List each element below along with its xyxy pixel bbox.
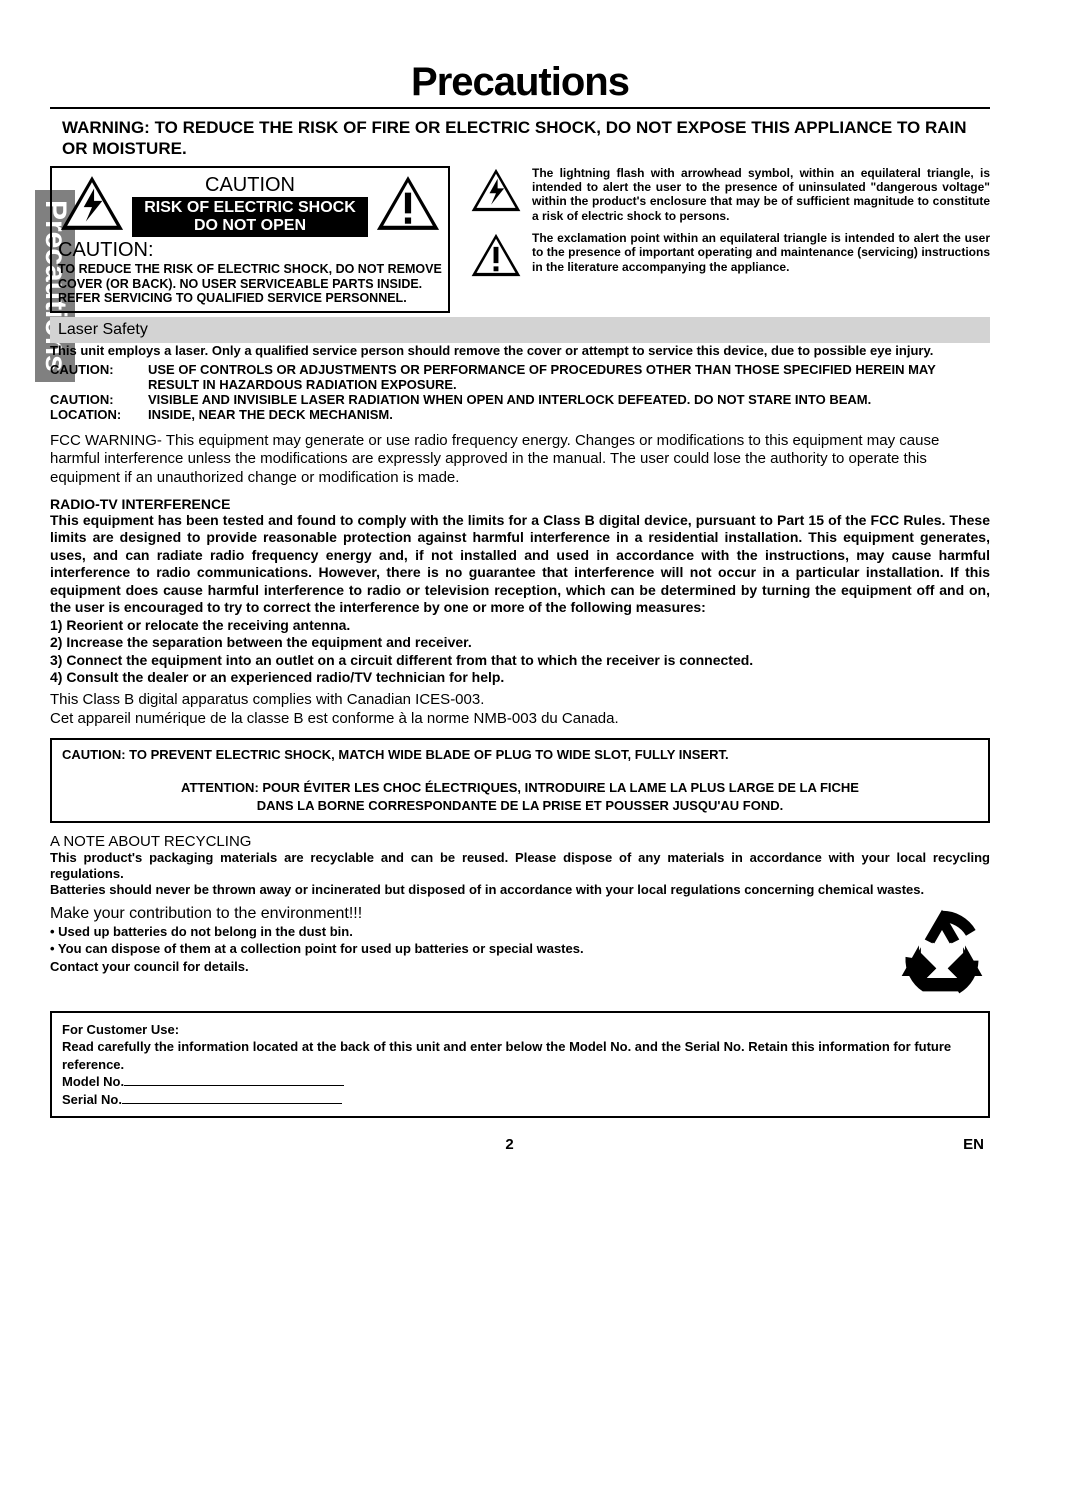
- plug-line: CAUTION: TO PREVENT ELECTRIC SHOCK, MATC…: [62, 746, 978, 764]
- env-bullet: Contact your council for details.: [50, 958, 884, 976]
- lang-code: EN: [963, 1136, 984, 1153]
- bolt-triangle-icon: [58, 174, 126, 232]
- interference-step: 4) Consult the dealer or an experienced …: [50, 669, 990, 687]
- bolt-triangle-icon: [470, 166, 522, 214]
- customer-text: Read carefully the information located a…: [62, 1038, 978, 1073]
- exclamation-triangle-icon: [470, 231, 522, 279]
- serial-label: Serial No.: [62, 1092, 122, 1107]
- exclamation-triangle-icon: [374, 174, 442, 232]
- customer-header: For Customer Use:: [62, 1021, 978, 1039]
- caution-heading: CAUTION: [132, 174, 368, 197]
- plug-blank: [62, 765, 978, 779]
- page-footer: 2 EN: [50, 1136, 990, 1153]
- serial-field[interactable]: [122, 1092, 342, 1104]
- laser-row-label: CAUTION:: [50, 362, 148, 392]
- risk-line-2: DO NOT OPEN: [136, 217, 364, 235]
- page-content: Precautions WARNING: TO REDUCE THE RISK …: [0, 0, 1080, 1193]
- caution-row: CAUTION RISK OF ELECTRIC SHOCK DO NOT OP…: [50, 166, 990, 314]
- title-rule: [50, 107, 990, 109]
- laser-row-text: VISIBLE AND INVISIBLE LASER RADIATION WH…: [148, 392, 990, 407]
- class-b-fr: Cet appareil numérique de la classe B es…: [50, 710, 990, 729]
- symbol-explanations: The lightning flash with arrowhead symbo…: [470, 166, 990, 314]
- page-number: 2: [505, 1136, 513, 1153]
- caution-box: CAUTION RISK OF ELECTRIC SHOCK DO NOT OP…: [50, 166, 450, 314]
- plug-line-fr1: ATTENTION: POUR ÉVITER LES CHOC ÉLECTRIQ…: [62, 779, 978, 797]
- laser-row-label: LOCATION:: [50, 407, 148, 422]
- interference-step: 2) Increase the separation between the e…: [50, 634, 990, 652]
- interference-step: 1) Reorient or relocate the receiving an…: [50, 617, 990, 635]
- model-label: Model No.: [62, 1074, 124, 1089]
- bang-explanation: The exclamation point within an equilate…: [532, 231, 990, 274]
- bolt-explanation: The lightning flash with arrowhead symbo…: [532, 166, 990, 224]
- fcc-warning: FCC WARNING- This equipment may generate…: [50, 432, 990, 488]
- customer-use-box: For Customer Use: Read carefully the inf…: [50, 1011, 990, 1119]
- interference-step: 3) Connect the equipment into an outlet …: [50, 652, 990, 670]
- plug-line-fr2: DANS LA BORNE CORRESPONDANTE DE LA PRISE…: [62, 797, 978, 815]
- recycling-p2: Batteries should never be thrown away or…: [50, 882, 990, 898]
- warning-top: WARNING: TO REDUCE THE RISK OF FIRE OR E…: [62, 117, 990, 160]
- model-field[interactable]: [124, 1074, 344, 1086]
- env-header: Make your contribution to the environmen…: [50, 905, 884, 923]
- laser-safety-header: Laser Safety: [50, 317, 990, 343]
- environment-row: Make your contribution to the environmen…: [50, 905, 990, 1001]
- laser-row-text: INSIDE, NEAR THE DECK MECHANISM.: [148, 407, 990, 422]
- class-b-en: This Class B digital apparatus complies …: [50, 691, 990, 710]
- recycle-icon: [894, 905, 990, 1001]
- laser-cautions: CAUTION:USE OF CONTROLS OR ADJUSTMENTS O…: [50, 362, 990, 422]
- recycling-p1: This product's packaging materials are r…: [50, 850, 990, 883]
- laser-intro: This unit employs a laser. Only a qualif…: [50, 343, 990, 359]
- risk-line-1: RISK OF ELECTRIC SHOCK: [136, 199, 364, 217]
- laser-row-label: CAUTION:: [50, 392, 148, 407]
- page-title: Precautions: [50, 60, 990, 105]
- caution-sub-text: TO REDUCE THE RISK OF ELECTRIC SHOCK, DO…: [58, 262, 442, 305]
- warning-text: TO REDUCE THE RISK OF FIRE OR ELECTRIC S…: [62, 118, 967, 158]
- plug-caution-box: CAUTION: TO PREVENT ELECTRIC SHOCK, MATC…: [50, 738, 990, 823]
- laser-row-text: USE OF CONTROLS OR ADJUSTMENTS OR PERFOR…: [148, 362, 990, 392]
- env-bullet: • Used up batteries do not belong in the…: [50, 923, 884, 941]
- env-bullet: • You can dispose of them at a collectio…: [50, 940, 884, 958]
- caution-sub-label: CAUTION:: [58, 239, 154, 261]
- warning-label: WARNING:: [62, 118, 150, 137]
- interference-header: RADIO-TV INTERFERENCE: [50, 496, 990, 512]
- interference-body: This equipment has been tested and found…: [50, 512, 990, 617]
- recycling-header: A NOTE ABOUT RECYCLING: [50, 833, 990, 850]
